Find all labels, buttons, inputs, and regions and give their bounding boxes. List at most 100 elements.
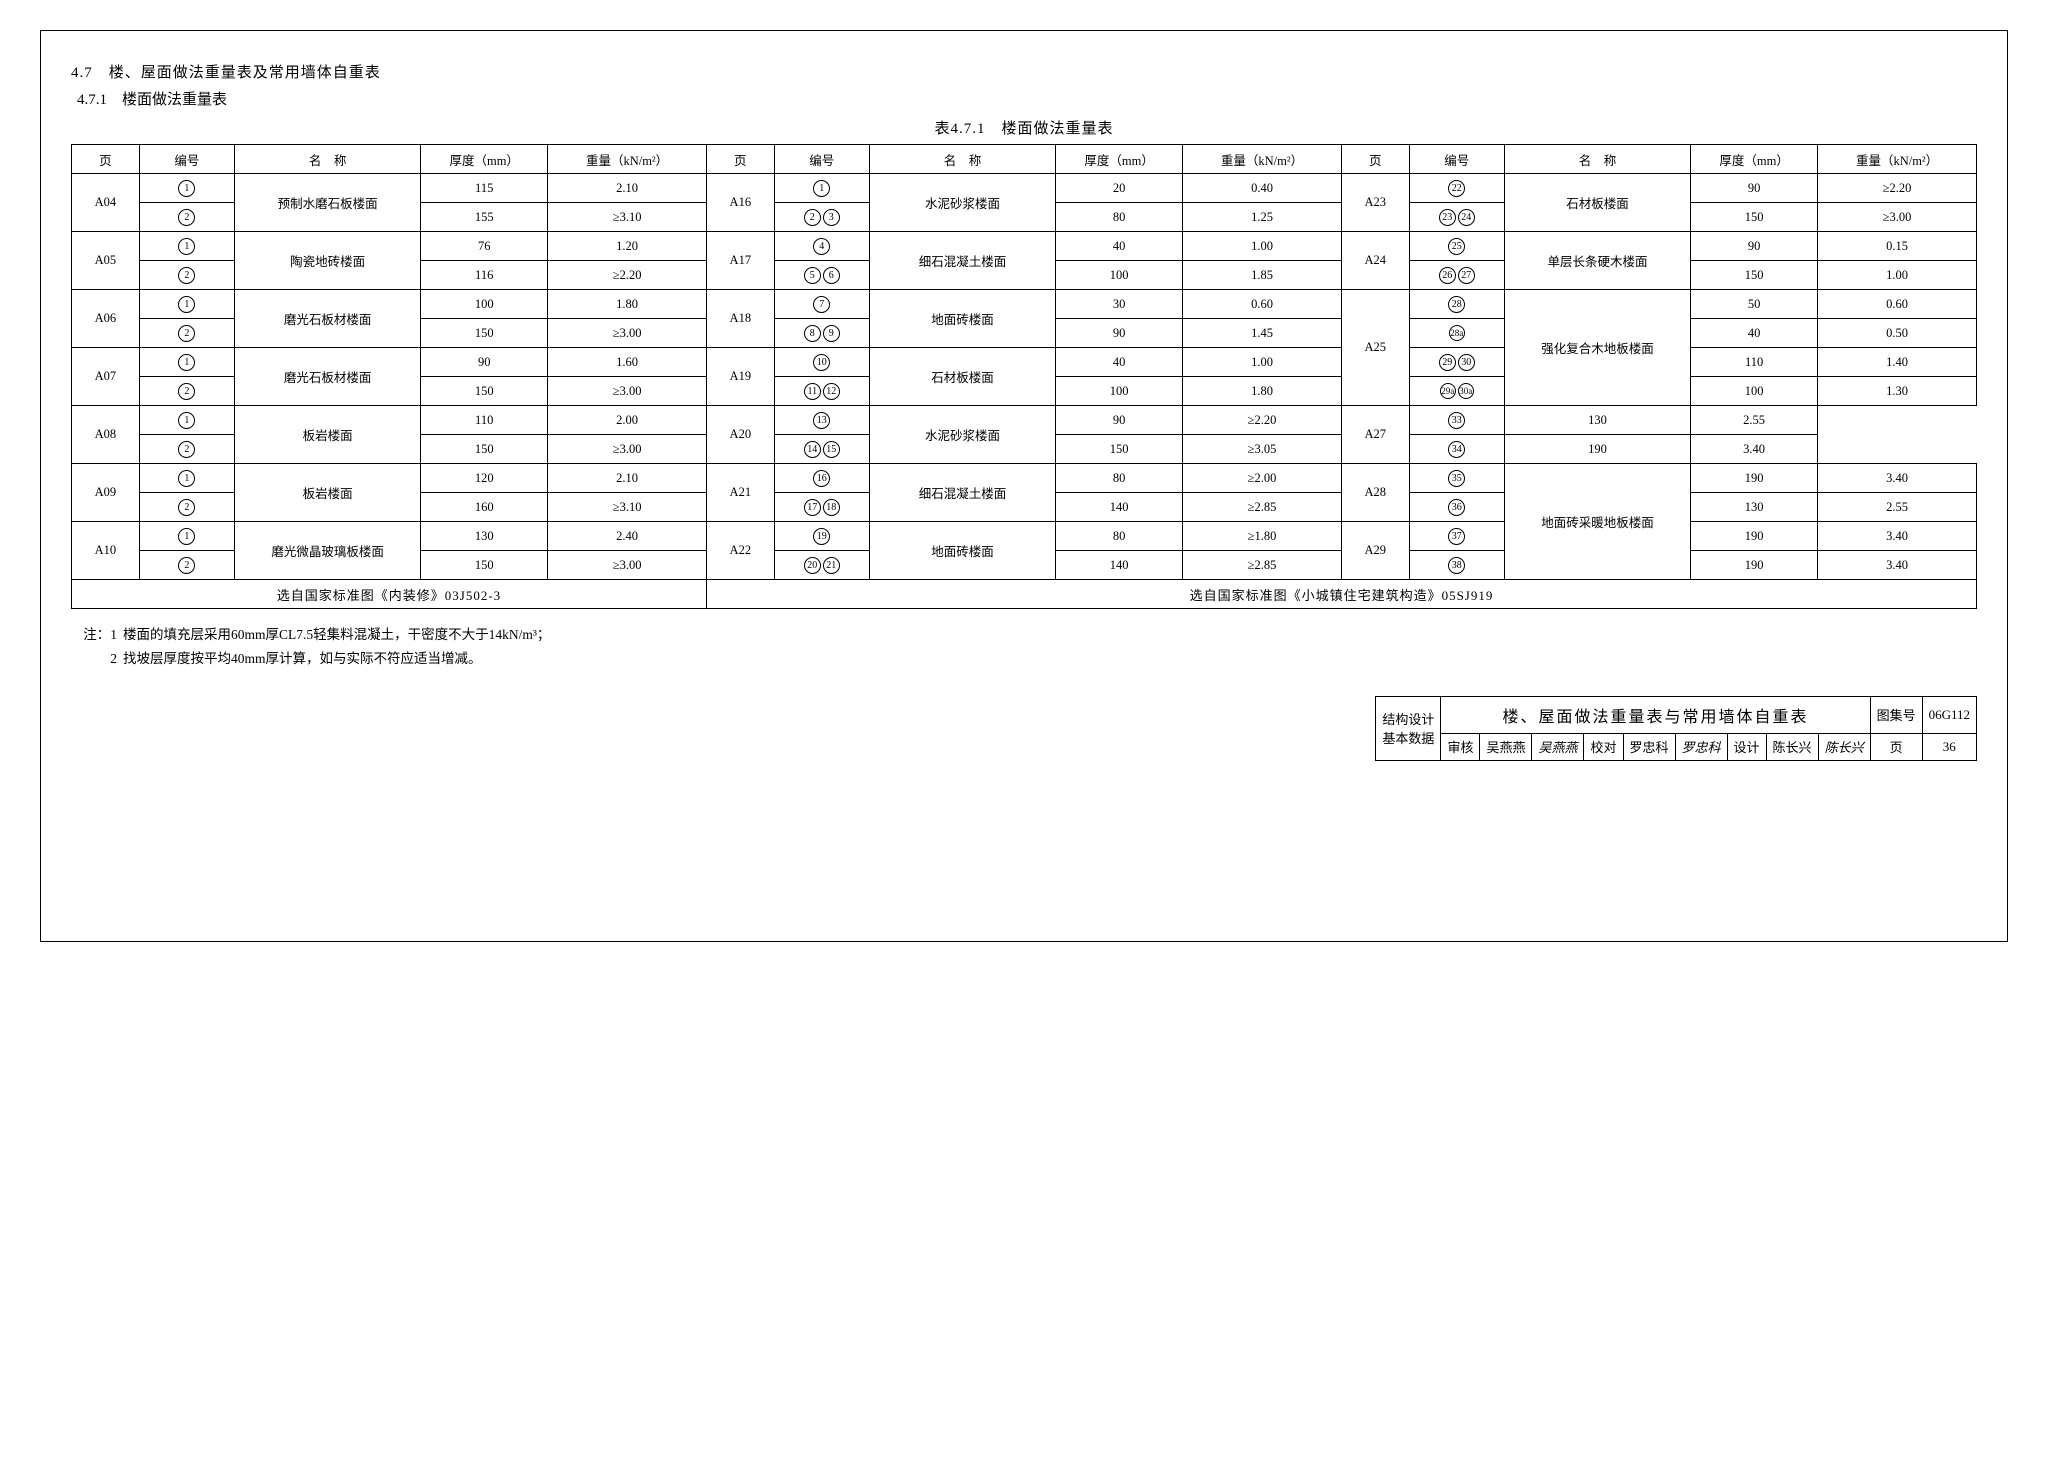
wt-cell: 1.40 bbox=[1818, 348, 1977, 377]
page-cell: A19 bbox=[706, 348, 774, 406]
thk-cell: 50 bbox=[1691, 290, 1818, 319]
wt-cell: 1.60 bbox=[548, 348, 707, 377]
thk-cell: 90 bbox=[1056, 406, 1183, 435]
col-page: 页 bbox=[1341, 145, 1409, 174]
wt-cell: 2.55 bbox=[1818, 493, 1977, 522]
thk-cell: 100 bbox=[1691, 377, 1818, 406]
wt-cell: ≥2.20 bbox=[548, 261, 707, 290]
wt-cell: ≥3.00 bbox=[548, 319, 707, 348]
thk-cell: 40 bbox=[1691, 319, 1818, 348]
table-row: A051陶瓷地砖楼面761.20A174细石混凝土楼面401.00A2425单层… bbox=[72, 232, 1977, 261]
wt-cell: ≥3.10 bbox=[548, 493, 707, 522]
name-cell: 板岩楼面 bbox=[234, 464, 420, 522]
page-cell: A04 bbox=[72, 174, 140, 232]
name-cell: 水泥砂浆楼面 bbox=[869, 406, 1055, 464]
heading-sub: 4.7.1 楼面做法重量表 bbox=[77, 88, 1977, 109]
id-cell: 2 bbox=[139, 435, 234, 464]
wt-cell: 1.00 bbox=[1818, 261, 1977, 290]
col-thk: 厚度（mm） bbox=[1691, 145, 1818, 174]
id-cell: 2021 bbox=[774, 551, 869, 580]
id-cell: 16 bbox=[774, 464, 869, 493]
thk-cell: 140 bbox=[1056, 493, 1183, 522]
page-cell: A20 bbox=[706, 406, 774, 464]
page-cell: A17 bbox=[706, 232, 774, 290]
id-cell: 56 bbox=[774, 261, 869, 290]
col-wt: 重量（kN/m²） bbox=[548, 145, 707, 174]
wt-cell: 1.00 bbox=[1183, 348, 1342, 377]
name-cell: 陶瓷地砖楼面 bbox=[234, 232, 420, 290]
id-cell: 1 bbox=[139, 174, 234, 203]
wt-cell: ≥3.00 bbox=[548, 435, 707, 464]
wt-cell: 1.85 bbox=[1183, 261, 1342, 290]
col-name: 名 称 bbox=[1504, 145, 1690, 174]
col-page: 页 bbox=[72, 145, 140, 174]
thk-cell: 160 bbox=[421, 493, 548, 522]
wt-cell: 1.80 bbox=[548, 290, 707, 319]
tb-set-no: 06G112 bbox=[1922, 696, 1976, 733]
thk-cell: 90 bbox=[1691, 174, 1818, 203]
table-row: A101磨光微晶玻璃板楼面1302.40A2219地面砖楼面80≥1.80A29… bbox=[72, 522, 1977, 551]
page-cell: A21 bbox=[706, 464, 774, 522]
name-cell: 地面砖楼面 bbox=[869, 290, 1055, 348]
id-cell: 10 bbox=[774, 348, 869, 377]
page-cell: A16 bbox=[706, 174, 774, 232]
id-cell: 2 bbox=[139, 261, 234, 290]
col-thk: 厚度（mm） bbox=[421, 145, 548, 174]
id-cell: 34 bbox=[1409, 435, 1504, 464]
tb-review-l: 审核 bbox=[1441, 733, 1480, 760]
wt-cell: 1.25 bbox=[1183, 203, 1342, 232]
thk-cell: 116 bbox=[421, 261, 548, 290]
thk-cell: 80 bbox=[1056, 522, 1183, 551]
wt-cell: ≥2.85 bbox=[1183, 493, 1342, 522]
col-id: 编号 bbox=[774, 145, 869, 174]
col-id: 编号 bbox=[1409, 145, 1504, 174]
name-cell: 磨光石板材楼面 bbox=[234, 290, 420, 348]
page-cell: A29 bbox=[1341, 522, 1409, 580]
id-cell: 1 bbox=[139, 348, 234, 377]
wt-cell: 1.45 bbox=[1183, 319, 1342, 348]
thk-cell: 76 bbox=[421, 232, 548, 261]
col-name: 名 称 bbox=[234, 145, 420, 174]
wt-cell: ≥3.00 bbox=[548, 551, 707, 580]
wt-cell: ≥3.00 bbox=[548, 377, 707, 406]
id-cell: 1 bbox=[139, 522, 234, 551]
tb-page-no: 36 bbox=[1922, 733, 1976, 760]
name-cell: 水泥砂浆楼面 bbox=[869, 174, 1055, 232]
wt-cell: 0.15 bbox=[1818, 232, 1977, 261]
id-cell: 2 bbox=[139, 377, 234, 406]
thk-cell: 130 bbox=[1504, 406, 1690, 435]
page-cell: A22 bbox=[706, 522, 774, 580]
thk-cell: 20 bbox=[1056, 174, 1183, 203]
page-cell: A08 bbox=[72, 406, 140, 464]
id-cell: 1 bbox=[139, 290, 234, 319]
table-row: A081板岩楼面1102.00A2013水泥砂浆楼面90≥2.20A273313… bbox=[72, 406, 1977, 435]
tb-check-l: 校对 bbox=[1584, 733, 1623, 760]
wt-cell: ≥2.85 bbox=[1183, 551, 1342, 580]
table-source-row: 选自国家标准图《内装修》03J502-3 选自国家标准图《小城镇住宅建筑构造》0… bbox=[72, 580, 1977, 609]
thk-cell: 110 bbox=[1691, 348, 1818, 377]
tb-page-label: 页 bbox=[1870, 733, 1922, 760]
id-cell: 13 bbox=[774, 406, 869, 435]
tb-design-l: 设计 bbox=[1727, 733, 1766, 760]
page-cell: A09 bbox=[72, 464, 140, 522]
wt-cell: 3.40 bbox=[1818, 464, 1977, 493]
id-cell: 28a bbox=[1409, 319, 1504, 348]
page-cell: A18 bbox=[706, 290, 774, 348]
weight-table: 页 编号 名 称 厚度（mm） 重量（kN/m²） 页 编号 名 称 厚度（mm… bbox=[71, 144, 1977, 609]
id-cell: 19 bbox=[774, 522, 869, 551]
col-id: 编号 bbox=[139, 145, 234, 174]
notes: 注：1 楼面的填充层采用60mm厚CL7.5轻集料混凝土，干密度不大于14kN/… bbox=[71, 623, 1977, 672]
wt-cell: 3.40 bbox=[1818, 551, 1977, 580]
id-cell: 22 bbox=[1409, 174, 1504, 203]
thk-cell: 150 bbox=[421, 551, 548, 580]
name-cell: 石材板楼面 bbox=[869, 348, 1055, 406]
wt-cell: 1.80 bbox=[1183, 377, 1342, 406]
heading-main: 4.7 楼、屋面做法重量表及常用墙体自重表 bbox=[71, 61, 1977, 82]
thk-cell: 40 bbox=[1056, 348, 1183, 377]
thk-cell: 150 bbox=[1056, 435, 1183, 464]
thk-cell: 130 bbox=[1691, 493, 1818, 522]
wt-cell: 2.00 bbox=[548, 406, 707, 435]
name-cell: 细石混凝土楼面 bbox=[869, 464, 1055, 522]
thk-cell: 115 bbox=[421, 174, 548, 203]
col-wt: 重量（kN/m²） bbox=[1183, 145, 1342, 174]
